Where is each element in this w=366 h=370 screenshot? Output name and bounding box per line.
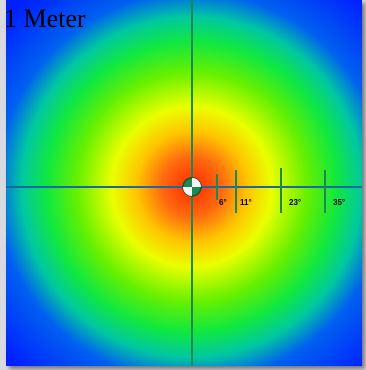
angle-label-11: 11° <box>240 198 252 207</box>
center-target-icon <box>182 177 202 197</box>
beam-intensity-map: 6° 11° 23° 35° <box>6 0 362 366</box>
beam-svg: 6° 11° 23° 35° <box>6 0 362 366</box>
distance-title: 1 Meter <box>4 4 86 33</box>
angle-label-23: 23° <box>289 198 301 207</box>
angle-label-35: 35° <box>333 198 345 207</box>
angle-label-6: 6° <box>219 198 227 207</box>
